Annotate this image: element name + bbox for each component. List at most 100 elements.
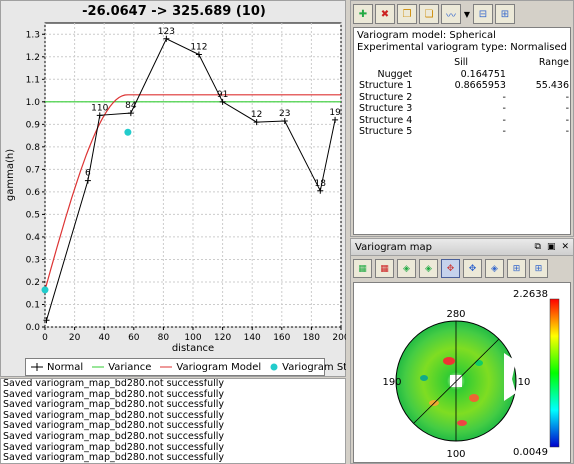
map-tool-7-button[interactable]: ◈ bbox=[485, 259, 504, 278]
map-tool-2-button[interactable]: ▦ bbox=[375, 259, 394, 278]
remove-structure-button[interactable]: ✖ bbox=[375, 4, 395, 24]
log-output[interactable]: Saved variogram_map_bd280.not successful… bbox=[0, 378, 346, 464]
grid-add-icon: ▦ bbox=[358, 263, 367, 274]
log-line: Saved variogram_map_bd280.not successful… bbox=[3, 378, 225, 389]
variogram-chart-panel: 0.0 0.1 0.2 0.3 0.4 0.5 0.6 0.7 0.8 0.9 1.0 1.1 1.2 1… bbox=[0, 0, 389, 377]
normal-series-point bbox=[332, 116, 339, 123]
model-toolbar: ✚ ✖ ❐ ❏ 〰 ▼ ⊟ ⊞ bbox=[353, 3, 515, 25]
normal-series-point bbox=[195, 51, 202, 58]
y-tick-label: 0.0 bbox=[26, 323, 41, 333]
legend-normal: Normal bbox=[30, 362, 83, 373]
variogram-structure-point[interactable] bbox=[41, 286, 49, 294]
y-tick-label: 0.1 bbox=[26, 300, 40, 310]
point-pair-count-label: 110 bbox=[91, 103, 108, 113]
log-line: Saved variogram_map_bd280.not successful… bbox=[3, 452, 225, 464]
map-label-top: 280 bbox=[446, 309, 465, 320]
point-pair-count-label: 91 bbox=[217, 90, 228, 100]
x-tick-label: 60 bbox=[128, 333, 140, 343]
structure-row: Structure 5 - - bbox=[357, 126, 571, 138]
map-tool-3-button[interactable]: ◈ bbox=[397, 259, 416, 278]
legend-variance-label: Variance bbox=[108, 361, 152, 373]
structure-row: Structure 1 0.8665953 55.436 bbox=[357, 80, 571, 92]
y-tick-label: 0.5 bbox=[26, 210, 40, 220]
map-toolbar: ▦ ▦ ◈ ◈ ✥ ✥ ◈ ⊞ ⊞ bbox=[353, 259, 548, 279]
y-tick-label: 1.1 bbox=[26, 75, 40, 85]
map-tool-6-button[interactable]: ✥ bbox=[463, 259, 482, 278]
table-view-button[interactable]: ⊞ bbox=[495, 4, 515, 24]
log-line: Saved variogram_map_bd280.not successful… bbox=[3, 409, 225, 421]
variogram-map-canvas[interactable]: 280 190 10 100 2.2638 0.0049 bbox=[353, 282, 571, 463]
map-hotspot-4 bbox=[475, 360, 483, 366]
chart-type-button[interactable]: 〰 bbox=[441, 4, 461, 24]
structure-table-header: Sill Range bbox=[357, 57, 571, 69]
legend-model-marker bbox=[160, 366, 173, 368]
variogram-map-title: Variogram map bbox=[355, 241, 432, 253]
normal-series-point bbox=[281, 117, 288, 124]
rotate-icon: ◈ bbox=[491, 263, 498, 274]
line-chart-icon: 〰 bbox=[446, 10, 456, 22]
structure-label-cell: Structure 3 bbox=[359, 103, 413, 114]
map-tool-8-button[interactable]: ⊞ bbox=[507, 259, 526, 278]
structure-range-cell: 55.436 bbox=[535, 80, 569, 91]
copy-structure-button[interactable]: ❐ bbox=[397, 4, 417, 24]
map-tool-4-button[interactable]: ◈ bbox=[419, 259, 438, 278]
structure-table: Sill Range Nugget 0.164751 Structure 1 0.86… bbox=[357, 57, 571, 138]
structure-sill-cell: - bbox=[502, 91, 506, 103]
structure-range-cell bbox=[508, 69, 571, 81]
chart-type-dropdown[interactable]: ▼ bbox=[463, 4, 471, 24]
structure-row: Nugget 0.164751 bbox=[357, 69, 571, 81]
normal-series-point bbox=[253, 119, 260, 126]
y-tick-label: 0.2 bbox=[26, 278, 40, 288]
structure-sill-cell: - bbox=[502, 114, 506, 126]
legend-variance: Variance bbox=[91, 362, 151, 373]
paste-structure-button[interactable]: ❏ bbox=[419, 4, 439, 24]
structure-label-cell: Structure 4 bbox=[359, 114, 413, 126]
direction-icon: ✥ bbox=[446, 263, 455, 274]
y-tick-label: 1.0 bbox=[26, 98, 41, 108]
map-tool-1-button[interactable]: ▦ bbox=[353, 259, 372, 278]
structure-range-cell: - bbox=[565, 114, 569, 126]
y-tick-label: 0.4 bbox=[26, 233, 41, 243]
variogram-model-panel: ✚ ✖ ❐ ❏ 〰 ▼ ⊟ ⊞ Variogram model: Spheric… bbox=[350, 0, 574, 237]
structure-label-cell: Structure 2 bbox=[359, 91, 413, 103]
remove-structure-icon: ✖ bbox=[380, 8, 390, 20]
map-tool-5-button[interactable]: ✥ bbox=[441, 259, 460, 278]
structure-label-cell: Structure 1 bbox=[359, 80, 413, 91]
close-icon[interactable]: ✕ bbox=[561, 242, 569, 252]
point-pair-count-label: 84 bbox=[125, 101, 137, 111]
y-tick-label: 0.9 bbox=[26, 120, 41, 130]
normal-series-point bbox=[43, 317, 50, 324]
x-tick-label: 160 bbox=[273, 333, 290, 343]
legend-normal-marker bbox=[31, 363, 43, 371]
paste-icon: ❏ bbox=[424, 8, 434, 20]
range-header: Range bbox=[538, 57, 569, 68]
structure-row: Structure 2 - - bbox=[357, 92, 571, 104]
fit-model-button[interactable]: ⊟ bbox=[473, 4, 493, 24]
y-tick-label: 0.3 bbox=[26, 255, 40, 265]
normal-series-point bbox=[317, 187, 324, 194]
legend-structures-marker bbox=[270, 363, 278, 371]
move-icon: ✥ bbox=[468, 263, 477, 274]
maximize-icon[interactable]: ▣ bbox=[546, 242, 556, 252]
structure-range-cell: - bbox=[565, 91, 569, 103]
point-pair-count-label: 18 bbox=[315, 179, 327, 189]
model-info-box: Variogram model: Spherical Experimental … bbox=[353, 27, 571, 235]
x-tick-label: 200 bbox=[332, 333, 347, 343]
y-axis-label: gamma(h) bbox=[5, 149, 16, 201]
log-line: Saved variogram_map_bd280.not successful… bbox=[3, 441, 225, 453]
variogram-chart: 0.0 0.1 0.2 0.3 0.4 0.5 0.6 0.7 0.8 0.9 1.0 1.1 1.2 1… bbox=[5, 22, 347, 354]
y-tick-label: 0.7 bbox=[26, 165, 40, 175]
log-line: Saved variogram_map_bd280.not successful… bbox=[3, 399, 225, 411]
structure-row: Structure 4 - - bbox=[357, 115, 571, 127]
detach-icon[interactable]: ⧉ bbox=[534, 242, 541, 252]
structure-label-cell: Nugget bbox=[377, 68, 413, 80]
y-tick-label: 1.2 bbox=[26, 53, 40, 63]
vertical-splitter[interactable] bbox=[346, 0, 350, 464]
point-pair-count-label: 112 bbox=[190, 43, 207, 53]
map-tool-9-button[interactable]: ⊞ bbox=[529, 259, 548, 278]
point-pair-count-label: 12 bbox=[251, 110, 262, 120]
map-direction-line[interactable] bbox=[413, 338, 500, 424]
variogram-structure-point[interactable] bbox=[124, 128, 132, 136]
add-structure-button[interactable]: ✚ bbox=[353, 4, 373, 24]
